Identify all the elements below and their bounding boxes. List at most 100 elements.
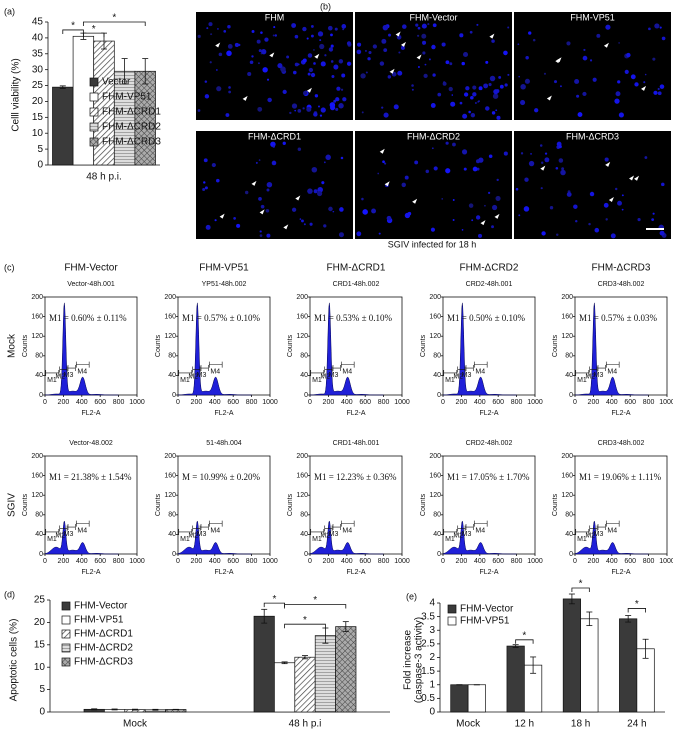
nucleus <box>430 227 436 232</box>
y-tick-label: 1.5 <box>421 666 435 677</box>
marker-gate <box>310 528 325 535</box>
nucleus <box>291 103 298 109</box>
nucleus <box>463 92 469 97</box>
y-tick-label: 160 <box>31 313 43 320</box>
arrowhead <box>540 165 546 171</box>
nucleus <box>197 109 201 112</box>
y-tick-label: 120 <box>164 333 176 340</box>
bar <box>467 684 486 713</box>
nucleus <box>227 43 233 49</box>
nucleus <box>489 75 496 82</box>
nucleus <box>387 75 392 79</box>
nucleus <box>361 111 364 114</box>
legend-label: FHM-Vector <box>74 601 128 612</box>
nucleus <box>507 26 510 29</box>
bar <box>562 598 581 713</box>
nucleus <box>211 162 216 168</box>
nucleus <box>539 144 543 147</box>
significance-star: * <box>112 13 116 24</box>
nucleus <box>452 199 455 201</box>
nucleus <box>277 63 283 69</box>
nucleus <box>661 36 666 41</box>
x-tick-label: 0 <box>43 558 47 565</box>
nucleus <box>614 98 620 104</box>
micrograph-caption: SGIV infected for 18 h <box>388 239 477 249</box>
significance-bracket <box>627 608 646 613</box>
nucleus <box>258 159 261 161</box>
y-axis-label: Counts <box>155 493 162 516</box>
marker-label: M2 <box>55 532 65 539</box>
x-tick-label: 1000 <box>659 558 673 565</box>
nucleus <box>596 33 601 38</box>
nucleus <box>468 110 471 114</box>
nucleus <box>520 84 526 90</box>
legend-swatch <box>89 137 99 147</box>
nucleus <box>652 212 655 215</box>
marker-label: M4 <box>607 527 617 534</box>
nucleus <box>610 233 616 239</box>
x-tick-label: 400 <box>76 558 88 565</box>
y-axis-label: Counts <box>420 334 427 357</box>
y-tick-label: 80 <box>565 512 573 519</box>
y-tick-label: 35 <box>32 48 44 59</box>
y-tick-label: 15 <box>32 112 44 123</box>
x-tick-label: 400 <box>474 558 486 565</box>
nucleus <box>417 26 421 30</box>
histogram <box>44 302 119 396</box>
x-tick-label: 600 <box>227 399 239 406</box>
y-tick-label: 200 <box>429 453 441 460</box>
y-tick-label: 0 <box>172 392 176 399</box>
nucleus <box>459 101 463 105</box>
y-tick-label: 20 <box>34 617 46 628</box>
nucleus <box>468 203 474 208</box>
y-axis-label: Fold increase <box>403 630 414 690</box>
y-tick-label: 0 <box>172 551 176 558</box>
arrowhead <box>480 220 486 226</box>
nucleus <box>605 24 611 30</box>
marker-label: M2 <box>188 373 198 380</box>
bar <box>580 618 599 713</box>
arrowhead <box>634 175 640 181</box>
nucleus <box>437 92 442 97</box>
nucleus <box>615 91 621 97</box>
y-tick-label: 80 <box>168 353 176 360</box>
nucleus <box>431 44 436 50</box>
x-tick-label: 600 <box>624 399 636 406</box>
marker-label: M3 <box>462 372 472 379</box>
nucleus <box>484 204 486 207</box>
nucleus <box>518 75 520 78</box>
micrograph <box>514 12 671 120</box>
legend-label: FHM-ΔCRD2 <box>102 122 161 133</box>
nucleus <box>303 223 306 226</box>
nucleus <box>362 209 368 215</box>
nucleus <box>317 190 323 197</box>
legend-label: FHM-VP51 <box>74 615 124 626</box>
nucleus <box>465 86 470 91</box>
nucleus <box>520 99 526 106</box>
nucleus <box>544 152 548 155</box>
y-tick-label: 40 <box>565 372 573 379</box>
nucleus <box>294 34 299 39</box>
arrowhead <box>259 209 265 215</box>
bar <box>134 70 156 166</box>
nucleus <box>319 39 322 42</box>
nucleus <box>317 31 324 37</box>
nucleus <box>461 229 464 231</box>
marker-gate <box>332 365 341 372</box>
nucleus <box>307 72 311 76</box>
error-bar <box>91 708 98 711</box>
marker-label: M4 <box>342 368 352 375</box>
legend-swatch <box>61 615 71 625</box>
nucleus <box>626 52 631 58</box>
nucleus <box>388 33 391 37</box>
y-tick-label: 160 <box>296 472 308 479</box>
nucleus <box>495 89 500 93</box>
legend-swatch <box>61 629 71 639</box>
file-name: Vector-48h.001 <box>67 281 115 288</box>
nucleus <box>282 89 287 94</box>
x-tick-label: 200 <box>323 399 335 406</box>
nucleus <box>461 149 468 155</box>
nucleus <box>478 233 483 238</box>
nucleus <box>520 152 524 155</box>
x-tick-label: 200 <box>456 558 468 565</box>
